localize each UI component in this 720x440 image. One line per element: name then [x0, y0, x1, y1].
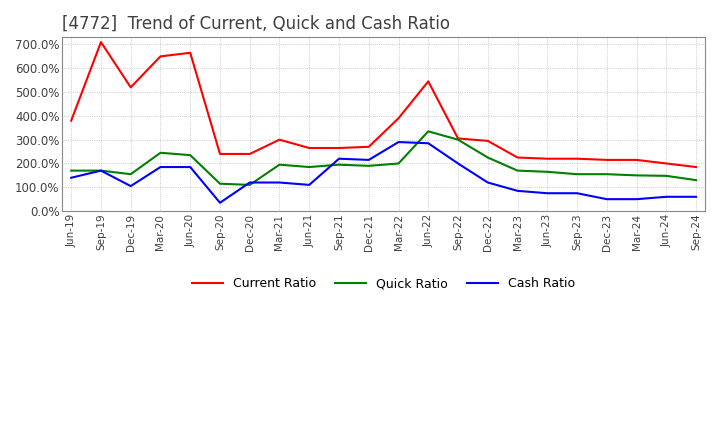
- Cash Ratio: [662, 194, 670, 199]
- Current Ratio: [513, 155, 522, 160]
- Cash Ratio: [483, 180, 492, 185]
- Quick Ratio: [275, 162, 284, 167]
- Current Ratio: [67, 118, 76, 123]
- Quick Ratio: [513, 168, 522, 173]
- Cash Ratio: [454, 161, 462, 166]
- Current Ratio: [96, 40, 105, 45]
- Cash Ratio: [572, 191, 581, 196]
- Current Ratio: [335, 145, 343, 150]
- Cash Ratio: [364, 157, 373, 162]
- Quick Ratio: [67, 168, 76, 173]
- Current Ratio: [603, 157, 611, 162]
- Current Ratio: [543, 156, 552, 161]
- Cash Ratio: [96, 168, 105, 173]
- Quick Ratio: [96, 168, 105, 173]
- Current Ratio: [216, 151, 225, 157]
- Quick Ratio: [454, 137, 462, 142]
- Current Ratio: [394, 116, 402, 121]
- Current Ratio: [275, 137, 284, 142]
- Current Ratio: [454, 136, 462, 141]
- Quick Ratio: [246, 182, 254, 187]
- Cash Ratio: [127, 183, 135, 189]
- Cash Ratio: [513, 188, 522, 194]
- Current Ratio: [662, 161, 670, 166]
- Cash Ratio: [216, 200, 225, 205]
- Cash Ratio: [186, 165, 194, 170]
- Current Ratio: [305, 145, 314, 150]
- Quick Ratio: [186, 153, 194, 158]
- Current Ratio: [424, 79, 433, 84]
- Line: Current Ratio: Current Ratio: [71, 42, 696, 167]
- Quick Ratio: [335, 162, 343, 167]
- Quick Ratio: [483, 155, 492, 160]
- Cash Ratio: [156, 165, 165, 170]
- Text: [4772]  Trend of Current, Quick and Cash Ratio: [4772] Trend of Current, Quick and Cash …: [62, 15, 450, 33]
- Current Ratio: [364, 144, 373, 150]
- Quick Ratio: [394, 161, 402, 166]
- Current Ratio: [186, 50, 194, 55]
- Cash Ratio: [67, 175, 76, 180]
- Cash Ratio: [692, 194, 701, 199]
- Cash Ratio: [275, 180, 284, 185]
- Current Ratio: [692, 165, 701, 170]
- Cash Ratio: [632, 197, 641, 202]
- Quick Ratio: [216, 181, 225, 187]
- Quick Ratio: [156, 150, 165, 155]
- Quick Ratio: [127, 172, 135, 177]
- Legend: Current Ratio, Quick Ratio, Cash Ratio: Current Ratio, Quick Ratio, Cash Ratio: [187, 272, 580, 295]
- Current Ratio: [572, 156, 581, 161]
- Quick Ratio: [632, 173, 641, 178]
- Cash Ratio: [424, 141, 433, 146]
- Quick Ratio: [364, 163, 373, 169]
- Current Ratio: [127, 84, 135, 90]
- Quick Ratio: [662, 173, 670, 179]
- Cash Ratio: [394, 139, 402, 145]
- Current Ratio: [483, 138, 492, 143]
- Quick Ratio: [543, 169, 552, 174]
- Line: Cash Ratio: Cash Ratio: [71, 142, 696, 203]
- Current Ratio: [156, 54, 165, 59]
- Cash Ratio: [246, 180, 254, 185]
- Quick Ratio: [603, 172, 611, 177]
- Cash Ratio: [543, 191, 552, 196]
- Quick Ratio: [572, 172, 581, 177]
- Quick Ratio: [305, 165, 314, 170]
- Quick Ratio: [424, 129, 433, 134]
- Current Ratio: [246, 151, 254, 157]
- Current Ratio: [632, 157, 641, 162]
- Line: Quick Ratio: Quick Ratio: [71, 132, 696, 185]
- Cash Ratio: [603, 197, 611, 202]
- Quick Ratio: [692, 177, 701, 183]
- Cash Ratio: [305, 182, 314, 187]
- Cash Ratio: [335, 156, 343, 161]
